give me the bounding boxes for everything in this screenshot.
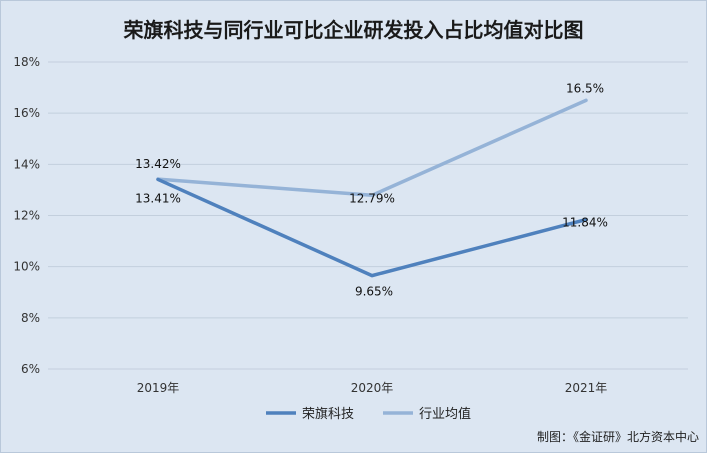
data-labels: 13.41% 9.65% 11.84% 13.42% 12.79% 16.5% bbox=[135, 81, 608, 298]
data-label: 12.79% bbox=[349, 191, 395, 205]
y-tick-label: 16% bbox=[13, 106, 40, 120]
x-tick-label: 2019年 bbox=[137, 381, 180, 395]
x-tick-label: 2021年 bbox=[565, 381, 608, 395]
series-lines bbox=[156, 98, 588, 278]
y-tick-label: 10% bbox=[13, 260, 40, 274]
legend: 荣旗科技 行业均值 bbox=[266, 406, 471, 422]
data-label: 11.84% bbox=[562, 216, 608, 230]
series-line-1 bbox=[156, 98, 588, 198]
chart-title: 荣旗科技与同行业可比企业研发投入占比均值对比图 bbox=[123, 18, 584, 42]
y-tick-label: 14% bbox=[13, 157, 40, 171]
x-axis-tick-labels: 2019年 2020年 2021年 bbox=[137, 381, 608, 395]
data-label: 16.5% bbox=[566, 81, 604, 95]
legend-label: 荣旗科技 bbox=[302, 406, 354, 422]
data-label: 9.65% bbox=[355, 285, 393, 299]
y-tick-label: 8% bbox=[21, 311, 40, 325]
y-axis-tick-labels: 6% 8% 10% 12% 14% 16% 18% bbox=[13, 55, 40, 376]
x-tick-label: 2020年 bbox=[351, 381, 394, 395]
legend-label: 行业均值 bbox=[419, 406, 471, 422]
y-tick-label: 12% bbox=[13, 209, 40, 223]
y-tick-label: 18% bbox=[13, 55, 40, 69]
y-tick-label: 6% bbox=[21, 362, 40, 376]
data-label: 13.41% bbox=[135, 191, 181, 205]
data-label: 13.42% bbox=[135, 157, 181, 171]
series-line-0 bbox=[156, 177, 588, 278]
source-credit: 制图：《金证研》北方资本中心 bbox=[536, 430, 699, 444]
gridlines bbox=[48, 61, 688, 370]
